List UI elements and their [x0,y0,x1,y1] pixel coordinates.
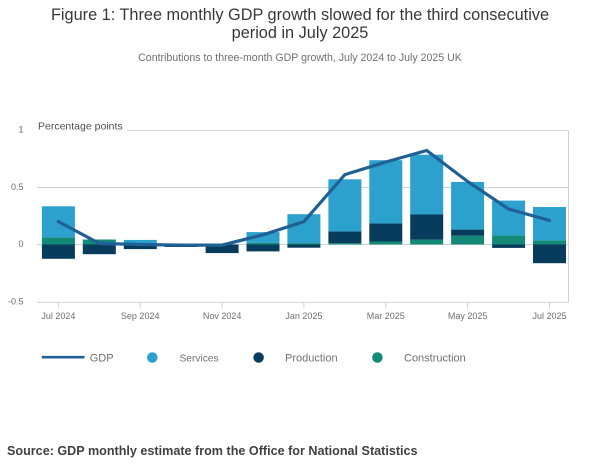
svg-text:GDP: GDP [90,352,114,364]
svg-text:-0.5: -0.5 [8,297,24,307]
svg-text:Jul 2025: Jul 2025 [532,311,566,321]
svg-text:Production: Production [285,352,338,364]
svg-text:Jul 2024: Jul 2024 [41,311,75,321]
svg-text:Mar 2025: Mar 2025 [367,311,405,321]
svg-text:Percentage points: Percentage points [38,121,123,133]
svg-text:0.5: 0.5 [11,182,24,192]
svg-text:0: 0 [18,239,23,249]
svg-text:1: 1 [18,125,23,135]
svg-text:Nov 2024: Nov 2024 [203,311,242,321]
svg-text:Services: Services [180,353,219,364]
svg-text:Jan 2025: Jan 2025 [285,311,322,321]
svg-text:Sep 2024: Sep 2024 [121,311,160,321]
svg-text:May 2025: May 2025 [448,311,488,321]
svg-text:Construction: Construction [404,352,466,364]
